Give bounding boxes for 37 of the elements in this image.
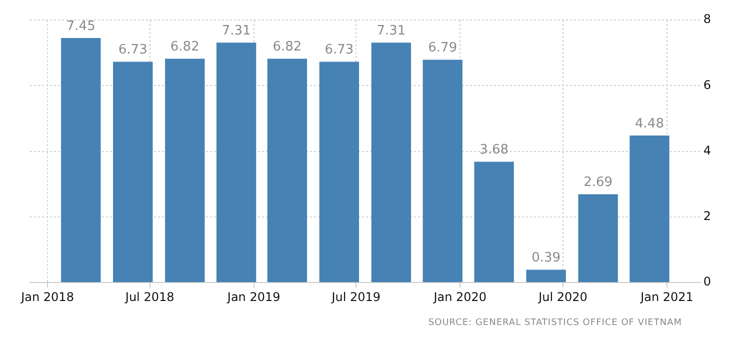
x-tick-label: Jan 2020: [432, 290, 487, 304]
data-label: 6.73: [324, 42, 354, 58]
data-label: 3.68: [480, 142, 509, 158]
bar: [216, 42, 256, 282]
data-label: 4.48: [635, 116, 664, 132]
data-label: 6.79: [428, 40, 458, 56]
x-tick-label: Jul 2018: [124, 290, 174, 304]
x-tick-label: Jan 2019: [226, 290, 280, 304]
x-tick-label: Jan 2021: [640, 290, 694, 304]
bar: [61, 38, 101, 282]
bar: [578, 194, 618, 282]
data-label: 7.31: [376, 24, 406, 39]
bar: [319, 62, 360, 282]
source-note: SOURCE: GENERAL STATISTICS OFFICE OF VIETNAM: [427, 318, 683, 328]
data-label: 6.73: [118, 42, 148, 58]
bar: [526, 270, 566, 282]
bar: [165, 58, 205, 282]
y-tick-label: 2: [703, 209, 712, 224]
bar: [113, 62, 153, 282]
y-tick-label: 0: [703, 274, 712, 289]
bar: [267, 58, 308, 282]
bar: [422, 60, 462, 282]
y-tick-label: 8: [703, 12, 712, 26]
data-label: 6.82: [272, 40, 302, 55]
bar: [474, 162, 514, 282]
data-label: 7.45: [66, 18, 96, 34]
data-label: 6.82: [170, 40, 200, 55]
x-tick-label: Jan 2018: [20, 290, 74, 304]
data-label: 7.31: [222, 24, 251, 39]
y-tick-label: 6: [703, 78, 712, 92]
x-tick-label: Jul 2020: [538, 290, 588, 304]
y-tick-label: 4: [703, 143, 712, 158]
data-label: 0.39: [532, 250, 561, 266]
bar: [630, 136, 670, 282]
x-tick-label: Jul 2019: [330, 290, 381, 304]
bar: [371, 42, 412, 282]
data-label: 2.69: [584, 175, 613, 190]
